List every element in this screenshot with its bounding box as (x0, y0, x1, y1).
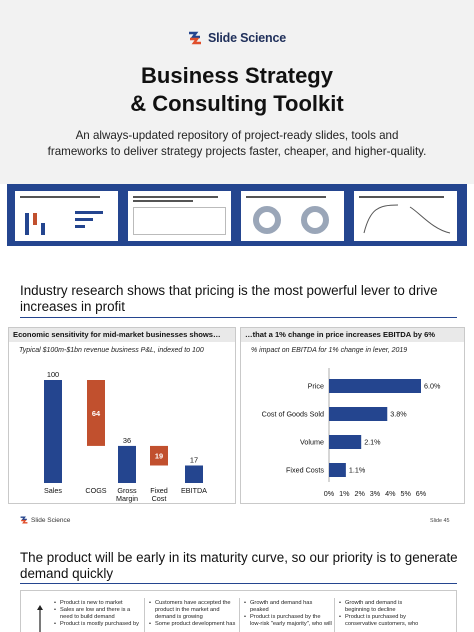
bullet-item: Growth and demand has peaked (244, 600, 332, 614)
page-title: Business Strategy & Consulting Toolkit (0, 62, 474, 118)
data-label: 3.8% (390, 410, 407, 419)
footer-brand: Slide Science (20, 516, 70, 524)
category-label: Fixed (150, 486, 168, 495)
bullet-item: Product is purchased by conservative cus… (339, 614, 427, 628)
category-label: Sales (44, 486, 62, 495)
data-label: 64 (92, 409, 101, 418)
x-tick-label: 2% (354, 489, 365, 498)
subtitle-line-2: frameworks to deliver strategy projects … (47, 145, 427, 158)
slide-thumbnail-strip (7, 184, 467, 246)
up-arrow-icon (37, 605, 43, 632)
slide-science-logo-icon (189, 31, 201, 45)
x-tick-label: 4% (385, 489, 396, 498)
title-line-1: Business Strategy (141, 63, 333, 88)
column-divider (144, 598, 145, 632)
brand-name: Slide Science (208, 31, 286, 45)
data-label: 100 (47, 370, 59, 379)
data-label: 2.1% (364, 438, 381, 447)
hbar (329, 463, 346, 477)
waterfall-bar (185, 465, 203, 483)
category-label: Price (308, 382, 324, 391)
waterfall-bar (44, 380, 62, 483)
column-divider (239, 598, 240, 632)
slide-thumbnail[interactable] (15, 191, 118, 241)
title-divider (20, 317, 457, 318)
slide-thumbnail[interactable] (128, 191, 231, 241)
category-label: Fixed Costs (286, 466, 324, 475)
data-label: 36 (123, 436, 131, 445)
bullet-item: Some product development has (149, 621, 237, 628)
category-label: EBITDA (181, 486, 207, 495)
bullet-item: Product is mostly purchased by (54, 621, 142, 628)
panel-subtitle: Typical $100m-$1bn revenue business P&L,… (19, 347, 204, 354)
subtitle-line-1: An always-updated repository of project-… (75, 129, 399, 142)
category-label: COGS (85, 486, 106, 495)
maturity-stage-column: Growth and demand is beginning to declin… (339, 600, 427, 628)
hbar (329, 435, 362, 449)
panel-subtitle: % impact on EBITDA for 1% change in leve… (251, 347, 408, 354)
bullet-item: Sales are low and there is a need to bui… (54, 607, 142, 621)
bullet-item: Customers have accepted the product in t… (149, 600, 237, 621)
column-divider (334, 598, 335, 632)
data-label: 19 (155, 452, 163, 461)
hbar (329, 379, 421, 393)
x-tick-label: 1% (339, 489, 350, 498)
x-tick-label: 5% (400, 489, 411, 498)
maturity-stage-column: Product is new to marketSales are low an… (54, 600, 142, 628)
bullet-item: Product is new to market (54, 600, 142, 607)
panel-header: Economic sensitivity for mid-market busi… (9, 328, 235, 342)
maturity-stage-column: Growth and demand has peakedProduct is p… (244, 600, 332, 628)
data-label: 1.1% (349, 466, 366, 475)
sensitivity-bar-chart: Price 6.0% Cost of Goods Sold 3.8% Volume 2.1… (262, 368, 441, 498)
bullet-item: Growth and demand is beginning to declin… (339, 600, 427, 614)
panel-header: …that a 1% change in price increases EBI… (241, 328, 464, 342)
footer-brand-name: Slide Science (31, 516, 71, 524)
hero-banner: Slide Science Business Strategy & Consul… (0, 0, 474, 184)
category-label: Cost (152, 494, 167, 503)
page-subtitle: An always-updated repository of project-… (30, 128, 444, 160)
slide-title: Industry research shows that pricing is … (20, 283, 438, 314)
x-tick-label: 6% (416, 489, 427, 498)
slide-title: The product will be early in its maturit… (20, 550, 458, 581)
category-label: Volume (300, 438, 324, 447)
slide-thumbnail[interactable] (354, 191, 457, 241)
category-label: Margin (116, 494, 138, 503)
slide-number: Slide 45 (430, 518, 450, 524)
title-line-2: & Consulting Toolkit (130, 91, 344, 116)
slide-thumbnail[interactable] (241, 191, 344, 241)
x-tick-label: 3% (370, 489, 381, 498)
slide-science-logo-icon (20, 516, 28, 524)
data-label: 17 (190, 455, 198, 464)
title-divider (20, 583, 457, 584)
brand[interactable]: Slide Science (0, 31, 474, 45)
waterfall-bar (87, 380, 105, 446)
thumbnail-curve-icon (363, 204, 451, 234)
x-tick-label: 0% (324, 489, 335, 498)
waterfall-panel: Economic sensitivity for mid-market busi… (8, 327, 236, 504)
bullet-item: Product is purchased by the low-risk "ea… (244, 614, 332, 628)
category-label: Cost of Goods Sold (262, 410, 324, 419)
sensitivity-panel: …that a 1% change in price increases EBI… (240, 327, 465, 504)
waterfall-bar (118, 445, 136, 483)
maturity-stage-column: Customers have accepted the product in t… (149, 600, 237, 628)
category-label: Gross (117, 486, 137, 495)
data-label: 6.0% (424, 382, 441, 391)
hbar (329, 407, 388, 421)
waterfall-bar (150, 445, 168, 466)
